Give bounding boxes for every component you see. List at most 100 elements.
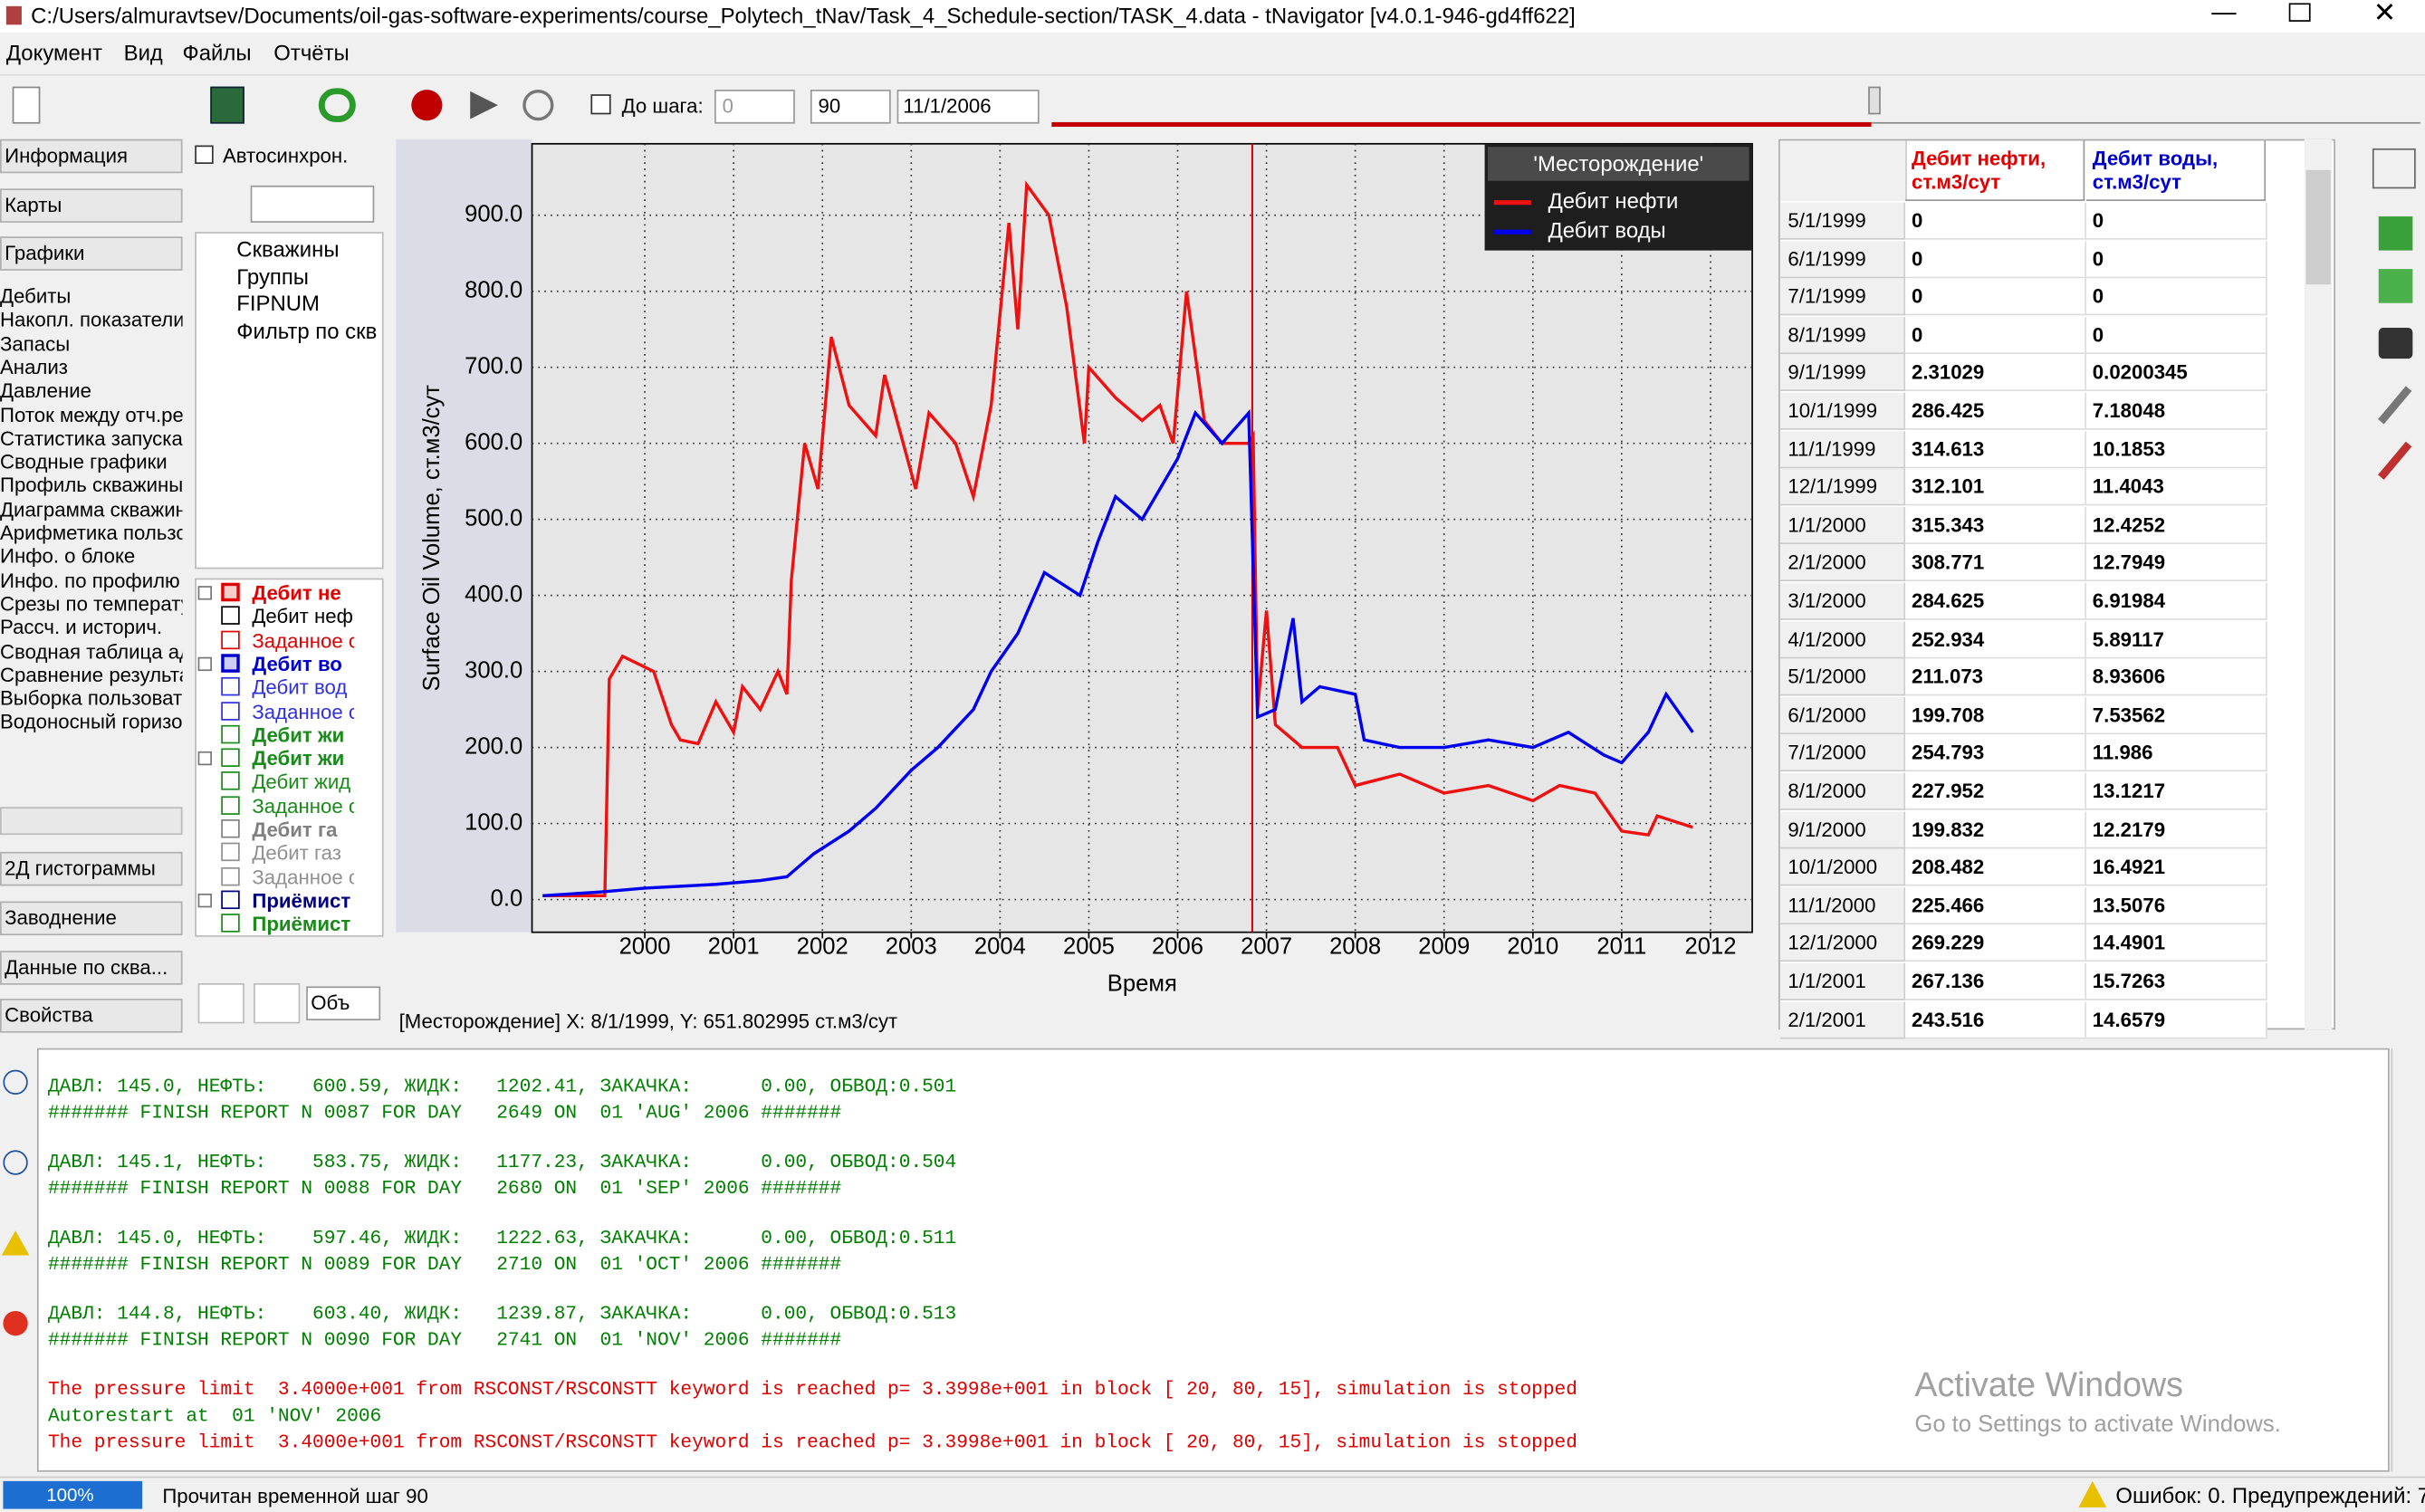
camera-button[interactable]: [2378, 328, 2413, 359]
series-checkbox[interactable]: [221, 914, 240, 933]
row-header[interactable]: 2/1/2000: [1779, 544, 1906, 582]
series-checkbox[interactable]: [221, 795, 240, 815]
panel-item[interactable]: Сводные графики: [0, 450, 168, 474]
panel-item[interactable]: Выборка пользовате: [0, 686, 183, 710]
series-item[interactable]: Дебит во: [252, 652, 342, 676]
row-header[interactable]: 10/1/1999: [1779, 392, 1906, 430]
table-cell[interactable]: 269.229: [1905, 924, 2086, 962]
menu-item[interactable]: Файлы: [182, 40, 252, 65]
series-checkbox[interactable]: [221, 771, 240, 791]
row-header[interactable]: 3/1/2000: [1779, 582, 1906, 620]
tree-node[interactable]: FIPNUM: [236, 291, 320, 317]
series-item[interactable]: Дебит газ: [252, 841, 341, 866]
panel-tab[interactable]: Карты: [0, 188, 183, 223]
play-button[interactable]: [470, 91, 498, 120]
table-scroll-thumb[interactable]: [2305, 169, 2331, 285]
table-cell[interactable]: 10.1853: [2085, 430, 2267, 468]
table-cell[interactable]: 284.625: [1905, 582, 2086, 620]
row-header[interactable]: 5/1/2000: [1779, 658, 1906, 696]
table-cell[interactable]: 6.91984: [2085, 582, 2267, 620]
table-cell[interactable]: 0: [1905, 202, 2086, 240]
table-cell[interactable]: 0: [2085, 316, 2267, 354]
table-cell[interactable]: 267.136: [1905, 962, 2086, 1000]
panel-item[interactable]: Поток между отч.ре: [0, 402, 183, 426]
step-input[interactable]: 0: [714, 90, 795, 124]
row-header[interactable]: 8/1/2000: [1779, 772, 1906, 810]
pen-button[interactable]: [2378, 386, 2412, 425]
table-cell[interactable]: 0: [1905, 316, 2086, 354]
row-header[interactable]: 5/1/1999: [1779, 202, 1906, 240]
panel-item[interactable]: Диаграмма скважин: [0, 497, 183, 521]
table-cell[interactable]: 11.4043: [2085, 468, 2267, 506]
warning-icon[interactable]: [1, 1230, 30, 1256]
panel-item[interactable]: Арифметика пользо: [0, 521, 183, 545]
save-button[interactable]: [210, 86, 244, 124]
table-cell[interactable]: 243.516: [1905, 1000, 2086, 1038]
column-header[interactable]: Дебит нефти, ст.м3/сут: [1905, 140, 2085, 201]
row-header[interactable]: 12/1/2000: [1779, 924, 1906, 962]
menu-item[interactable]: Отчёты: [273, 40, 350, 65]
row-header[interactable]: 1/1/2001: [1779, 962, 1906, 1000]
panel-tab[interactable]: Свойства: [0, 999, 183, 1033]
minimize-button[interactable]: —: [2211, 0, 2237, 27]
series-item[interactable]: Заданное с: [252, 628, 355, 652]
table-cell[interactable]: 7.18048: [2085, 392, 2267, 430]
table-cell[interactable]: 14.6579: [2085, 1000, 2267, 1038]
table-cell[interactable]: 211.073: [1905, 658, 2086, 696]
import-button[interactable]: [2378, 216, 2413, 251]
series-checkbox[interactable]: [221, 890, 240, 909]
row-header[interactable]: 10/1/2000: [1779, 848, 1906, 886]
table-cell[interactable]: 15.7263: [2085, 962, 2267, 1000]
table-cell[interactable]: 14.4901: [2085, 924, 2267, 962]
series-checkbox[interactable]: [221, 606, 240, 626]
tree-node[interactable]: Скважины: [236, 236, 340, 262]
table-cell[interactable]: 5.89117: [2085, 620, 2267, 658]
series-checkbox[interactable]: [221, 582, 240, 602]
chart-button[interactable]: [254, 983, 301, 1024]
table-scrollbar[interactable]: [2304, 139, 2333, 1030]
table-cell[interactable]: 0: [2085, 240, 2267, 278]
row-header[interactable]: 8/1/1999: [1779, 316, 1906, 354]
layers-button[interactable]: [2378, 269, 2413, 303]
row-header[interactable]: 9/1/2000: [1779, 810, 1906, 848]
row-header[interactable]: 6/1/2000: [1779, 696, 1906, 734]
series-checkbox[interactable]: [221, 843, 240, 862]
series-item[interactable]: Дебит вод: [252, 675, 348, 700]
row-header[interactable]: 1/1/2000: [1779, 506, 1906, 544]
row-header[interactable]: 4/1/2000: [1779, 620, 1906, 658]
series-item[interactable]: Приёмист: [252, 888, 351, 913]
menu-item[interactable]: Документ: [5, 40, 102, 65]
panel-tab[interactable]: Данные по сква...: [0, 951, 183, 985]
series-checkbox[interactable]: [221, 866, 240, 885]
panel-item[interactable]: Рассч. и историч.: [0, 615, 163, 639]
panel-item[interactable]: Профиль скважины: [0, 474, 183, 497]
panel-item[interactable]: Дебиты: [0, 284, 72, 308]
series-item[interactable]: Дебит га: [252, 818, 338, 841]
stop-button[interactable]: [522, 90, 554, 121]
table-cell[interactable]: 314.613: [1905, 430, 2086, 468]
series-checkbox[interactable]: [221, 701, 240, 720]
panel-tab[interactable]: Информация: [0, 139, 183, 174]
table-cell[interactable]: 0: [2085, 278, 2267, 316]
series-item[interactable]: Заданное с: [252, 699, 355, 723]
record-button[interactable]: [411, 90, 443, 121]
menu-item[interactable]: Вид: [123, 40, 163, 65]
table-cell[interactable]: 0: [1905, 278, 2086, 316]
table-cell[interactable]: 252.934: [1905, 620, 2086, 658]
new-button[interactable]: [12, 86, 41, 124]
row-header[interactable]: 9/1/1999: [1779, 354, 1906, 392]
series-item[interactable]: Дебит жид: [252, 770, 351, 794]
panel-item[interactable]: Сравнение результа: [0, 663, 183, 686]
panel-item[interactable]: Сводная таблица ад: [0, 639, 183, 663]
expander[interactable]: [197, 751, 212, 766]
tree-node[interactable]: Фильтр по скв: [236, 318, 378, 344]
expander[interactable]: [197, 893, 212, 908]
series-checkbox[interactable]: [221, 748, 240, 768]
table-cell[interactable]: 312.101: [1905, 468, 2086, 506]
panel-item[interactable]: Инфо. о блоке: [0, 544, 136, 569]
object-combo[interactable]: Объ: [306, 986, 381, 1020]
table-cell[interactable]: 11.986: [2085, 734, 2267, 772]
panel-item[interactable]: Давление: [0, 378, 92, 403]
row-header[interactable]: 12/1/1999: [1779, 468, 1906, 506]
step-checkbox[interactable]: [590, 94, 611, 115]
